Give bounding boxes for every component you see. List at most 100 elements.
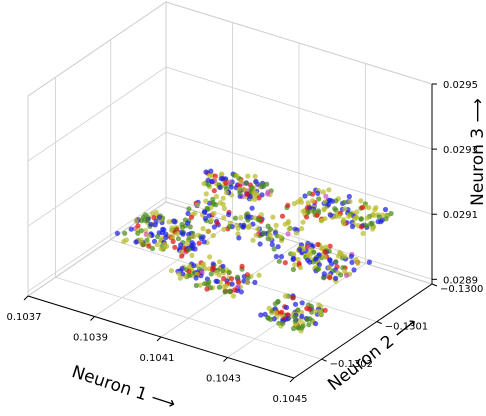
data-point-438 — [214, 220, 220, 226]
z-axis-label: Neuron 3 ⟶ — [468, 98, 486, 206]
data-point-720 — [168, 268, 174, 274]
data-point-87 — [243, 180, 249, 186]
data-point-511 — [351, 267, 357, 273]
data-point-483 — [321, 254, 328, 260]
data-points — [114, 168, 394, 334]
data-point-183 — [346, 213, 352, 219]
x-tick-label-1: 0.1039 — [73, 333, 108, 344]
data-point-62 — [371, 212, 377, 218]
data-point-654 — [234, 274, 241, 280]
x-tick-mark-2 — [156, 336, 162, 342]
data-point-355 — [156, 214, 162, 220]
data-point-421 — [257, 241, 263, 247]
data-point-407 — [253, 232, 259, 238]
data-point-102 — [220, 176, 226, 182]
data-point-544 — [316, 262, 322, 268]
data-point-559 — [207, 254, 213, 260]
data-point-786 — [266, 305, 272, 311]
left-pane — [27, 1, 167, 297]
data-point-797 — [292, 314, 298, 320]
data-point-221 — [220, 195, 226, 201]
data-point-747 — [193, 282, 199, 289]
data-point-503 — [297, 247, 303, 253]
data-point-452 — [148, 221, 154, 227]
data-point-173 — [205, 182, 211, 188]
data-point-343 — [241, 222, 247, 229]
x-tick-label-2: 0.1041 — [140, 353, 175, 364]
data-point-446 — [138, 218, 144, 224]
data-point-636 — [252, 279, 258, 285]
data-point-640 — [133, 239, 139, 245]
data-point-479 — [311, 249, 317, 255]
data-point-564 — [122, 230, 128, 236]
data-point-262 — [319, 217, 325, 223]
data-point-79 — [238, 178, 244, 185]
y-tick-label-0: −0.1300 — [440, 284, 483, 295]
data-point-430 — [180, 231, 186, 237]
data-point-254 — [349, 223, 356, 230]
data-point-790 — [285, 312, 291, 318]
data-point-791 — [279, 309, 285, 315]
z-grid-line-4 — [27, 196, 433, 292]
data-point-105 — [241, 187, 247, 193]
data-point-24 — [346, 193, 352, 200]
data-point-745 — [227, 288, 233, 294]
data-point-423 — [353, 256, 359, 263]
data-point-814 — [295, 325, 301, 331]
data-point-554 — [326, 265, 332, 271]
data-point-137 — [256, 195, 262, 201]
data-point-474 — [133, 218, 139, 224]
data-point-371 — [261, 230, 267, 236]
data-point-429 — [342, 253, 348, 259]
data-point-387 — [323, 244, 329, 250]
data-point-159 — [209, 179, 215, 185]
data-point-762 — [272, 301, 278, 307]
data-point-418 — [319, 245, 325, 251]
data-point-97 — [354, 209, 360, 215]
data-point-166 — [223, 190, 229, 196]
data-point-579 — [338, 272, 344, 278]
data-point-107 — [329, 198, 335, 204]
data-point-729 — [221, 284, 227, 290]
data-point-809 — [258, 312, 264, 318]
data-point-718 — [177, 275, 183, 281]
data-point-693 — [238, 289, 244, 295]
z-grid-line-3 — [27, 131, 433, 227]
data-point-75 — [236, 183, 243, 189]
data-point-453 — [322, 249, 328, 255]
data-point-285 — [255, 226, 261, 232]
z-grid-line-1 — [27, 1, 433, 97]
data-point-431 — [185, 220, 191, 226]
x-tick-mark-1 — [90, 316, 95, 321]
data-point-689 — [186, 268, 192, 274]
data-point-350 — [151, 215, 157, 221]
data-point-64 — [323, 193, 329, 199]
data-point-433 — [349, 259, 355, 265]
data-point-54 — [383, 216, 389, 222]
data-point-591 — [216, 259, 223, 265]
data-point-574 — [278, 254, 285, 260]
data-point-228 — [299, 226, 305, 232]
data-point-604 — [154, 242, 160, 248]
data-point-69 — [208, 168, 214, 174]
data-point-717 — [316, 302, 322, 308]
data-point-273 — [232, 215, 238, 221]
data-point-352 — [246, 223, 252, 229]
data-point-146 — [252, 193, 258, 199]
data-point-586 — [179, 253, 185, 259]
data-point-652 — [202, 266, 208, 272]
data-point-549 — [290, 251, 297, 257]
data-point-112 — [207, 173, 213, 179]
data-point-121 — [375, 219, 381, 225]
data-point-115 — [249, 184, 255, 190]
data-point-819 — [262, 311, 268, 317]
data-point-175 — [244, 191, 250, 197]
data-point-259 — [217, 200, 224, 206]
data-point-153 — [358, 216, 364, 222]
data-point-694 — [235, 283, 241, 290]
data-point-740 — [202, 281, 208, 287]
data-point-502 — [170, 238, 176, 245]
data-point-755 — [312, 308, 318, 314]
data-point-600 — [172, 244, 178, 250]
